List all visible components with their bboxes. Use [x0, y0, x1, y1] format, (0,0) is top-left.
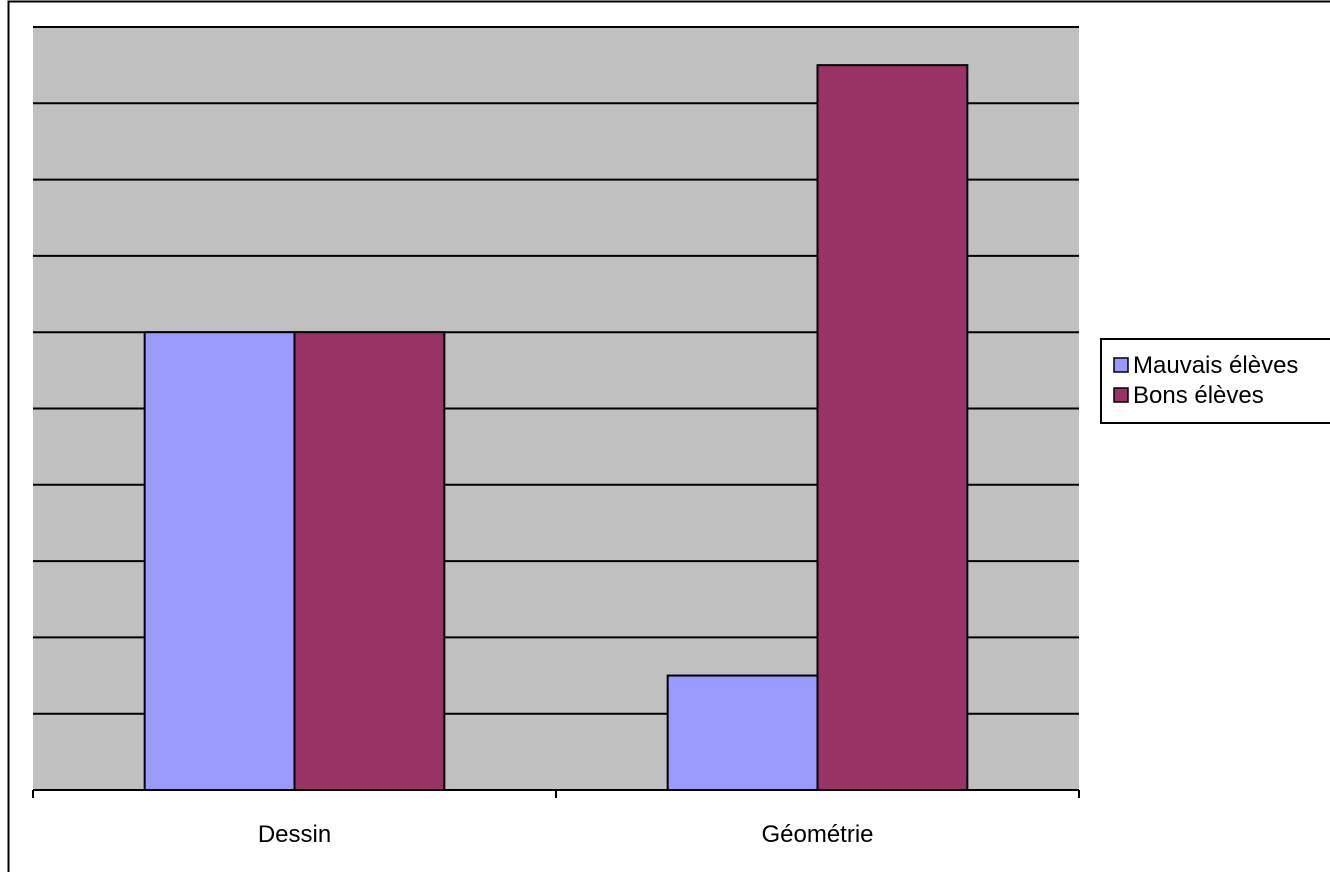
bar-bons-l-ves-g-om-trie: [816, 64, 969, 791]
legend-swatch: [1113, 387, 1129, 403]
legend-label: Mauvais élèves: [1133, 352, 1298, 379]
x-tick-label: Dessin: [258, 821, 331, 848]
x-axis: [32, 789, 1080, 798]
x-tick-label: Géométrie: [761, 821, 873, 848]
bar-mauvais-l-ves-g-om-trie: [666, 674, 819, 791]
x-tick-labels: Dessin Géométrie: [258, 821, 874, 848]
bar-bons-l-ves-dessin: [293, 331, 446, 791]
legend: Mauvais élèves Bons élèves: [1100, 338, 1330, 424]
bar-mauvais-l-ves-dessin: [143, 331, 296, 791]
bars: [143, 64, 969, 791]
legend-label: Bons élèves: [1133, 382, 1264, 409]
legend-box: [1100, 338, 1330, 424]
legend-swatch: [1113, 357, 1129, 373]
